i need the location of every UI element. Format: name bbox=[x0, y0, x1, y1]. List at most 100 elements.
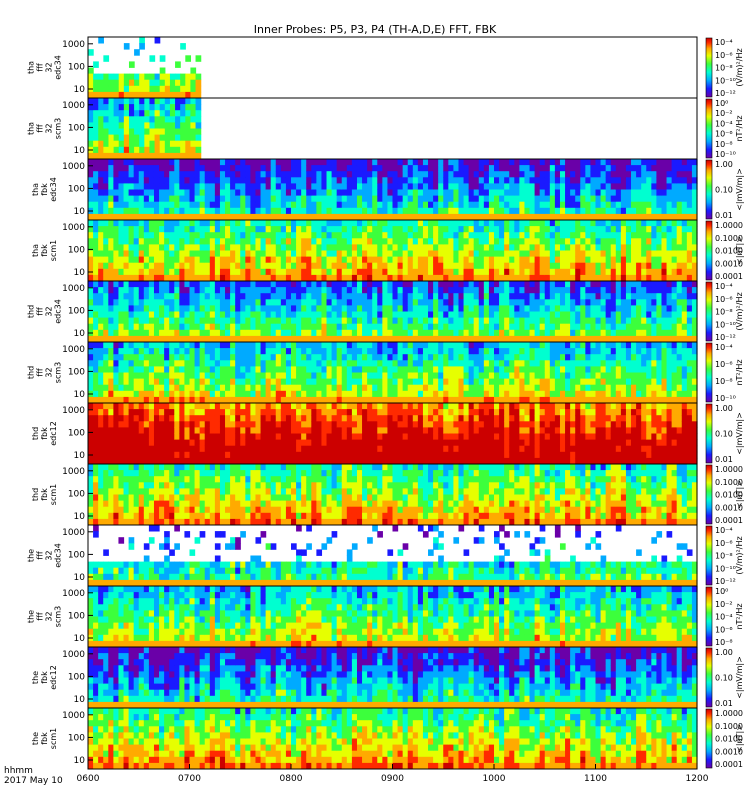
spectrogram-cell bbox=[661, 189, 668, 196]
spectrogram-cell bbox=[148, 335, 155, 343]
spectrogram-cell bbox=[676, 183, 683, 190]
spectrogram-cell bbox=[301, 220, 307, 227]
spectrogram-cell bbox=[123, 152, 130, 160]
spectrogram-cell bbox=[412, 268, 419, 276]
spectrogram-cell bbox=[169, 213, 175, 221]
spectrogram-cell bbox=[681, 165, 688, 172]
spectrogram-cell bbox=[128, 348, 135, 355]
spectrogram-cell bbox=[524, 244, 531, 251]
spectrogram-cell bbox=[118, 134, 125, 142]
spectrogram-cell bbox=[296, 354, 302, 361]
spectrogram-cell bbox=[438, 159, 444, 166]
spectrogram-cell bbox=[123, 342, 130, 349]
spectrogram-cell bbox=[230, 329, 236, 337]
spectrogram-cell bbox=[159, 67, 166, 74]
spectrogram-cell bbox=[458, 201, 465, 209]
spectrogram-cell bbox=[219, 268, 226, 276]
spectrogram-cell bbox=[255, 323, 262, 331]
spectrogram-cell bbox=[159, 116, 166, 123]
spectrogram-cell bbox=[397, 335, 404, 343]
spectrogram-cell bbox=[113, 384, 120, 392]
spectrogram-cell bbox=[118, 232, 125, 239]
spectrogram-cell bbox=[169, 189, 175, 196]
spectrogram-cell bbox=[407, 262, 414, 270]
spectrogram-cell bbox=[189, 360, 196, 367]
spectrogram-cell bbox=[438, 244, 444, 251]
spectrogram-cell bbox=[554, 287, 561, 294]
spectrogram-cell bbox=[98, 366, 104, 373]
colorbar-tick-label: 10⁻¹² bbox=[715, 89, 736, 98]
spectrogram-cell bbox=[524, 195, 531, 203]
spectrogram-cell bbox=[204, 366, 211, 373]
spectrogram-cell bbox=[448, 207, 454, 215]
spectrogram-cell bbox=[625, 220, 632, 227]
spectrogram-cell bbox=[544, 256, 551, 264]
spectrogram-cell bbox=[458, 329, 465, 337]
spectrogram-cell bbox=[280, 396, 287, 404]
spectrogram-cell bbox=[529, 342, 536, 349]
spectrogram-cell bbox=[98, 201, 104, 209]
spectrogram-cell bbox=[153, 201, 160, 209]
spectrogram-cell bbox=[175, 140, 181, 148]
spectrogram-cell bbox=[336, 226, 343, 233]
spectrogram-cell bbox=[204, 348, 211, 355]
spectrogram-cell bbox=[610, 177, 617, 184]
spectrogram-cell bbox=[93, 146, 99, 154]
spectrogram-cell bbox=[539, 159, 546, 166]
spectrogram-cell bbox=[494, 201, 500, 209]
spectrogram-cell bbox=[554, 378, 561, 386]
spectrogram-cell bbox=[311, 232, 317, 239]
spectrogram-cell bbox=[341, 342, 348, 349]
spectrogram-cell bbox=[301, 384, 307, 392]
spectrogram-cell bbox=[514, 189, 520, 196]
spectrogram-cell bbox=[595, 311, 602, 318]
spectrogram-cell bbox=[529, 396, 536, 404]
spectrogram-cell bbox=[219, 311, 226, 318]
spectrogram-cell bbox=[433, 244, 439, 251]
spectrogram-cell bbox=[549, 165, 556, 172]
spectrogram-cell bbox=[285, 323, 292, 331]
spectrogram-cell bbox=[509, 238, 515, 245]
spectrogram-cell bbox=[595, 287, 602, 294]
spectrogram-cell bbox=[514, 335, 520, 343]
spectrogram-cell bbox=[296, 232, 302, 239]
spectrogram-cell bbox=[392, 171, 399, 178]
spectrogram-cell bbox=[149, 85, 156, 93]
spectrogram-cell bbox=[356, 372, 363, 379]
spectrogram-cell bbox=[494, 299, 500, 306]
spectrogram-cell bbox=[346, 207, 353, 215]
spectrogram-cell bbox=[514, 293, 520, 300]
spectrogram-cell bbox=[478, 372, 485, 379]
spectrogram-cell bbox=[296, 183, 302, 190]
spectrogram-cell bbox=[676, 281, 683, 288]
spectrogram-cell bbox=[245, 189, 251, 196]
spectrogram-cell bbox=[570, 396, 576, 404]
spectrogram-cell bbox=[534, 311, 541, 318]
spectrogram-cell bbox=[128, 226, 135, 233]
spectrogram-cell bbox=[676, 305, 683, 312]
spectrogram-cell bbox=[148, 396, 155, 404]
spectrogram-cell bbox=[529, 323, 536, 331]
spectrogram-cell bbox=[514, 342, 520, 349]
spectrogram-cell bbox=[270, 159, 277, 166]
spectrogram-cell bbox=[417, 213, 424, 221]
spectrogram-cell bbox=[509, 262, 515, 270]
spectrogram-cell bbox=[636, 220, 642, 227]
spectrogram-cell bbox=[473, 354, 480, 361]
spectrogram-cell bbox=[631, 311, 637, 318]
spectrogram-cell bbox=[280, 238, 287, 245]
spectrogram-cell bbox=[93, 287, 99, 294]
spectrogram-cell bbox=[184, 171, 191, 178]
spectrogram-cell bbox=[367, 354, 373, 361]
spectrogram-cell bbox=[204, 268, 211, 276]
spectrogram-cell bbox=[367, 207, 373, 215]
spectrogram-cell bbox=[209, 396, 216, 404]
spectrogram-cell bbox=[575, 317, 581, 325]
spectrogram-cell bbox=[438, 268, 444, 276]
spectrogram-cell bbox=[123, 146, 130, 154]
spectrogram-cell bbox=[219, 177, 226, 184]
spectrogram-cell bbox=[412, 262, 419, 270]
spectrogram-cell bbox=[301, 317, 307, 325]
spectrogram-cell bbox=[691, 220, 698, 227]
spectrogram-cell bbox=[524, 159, 531, 166]
